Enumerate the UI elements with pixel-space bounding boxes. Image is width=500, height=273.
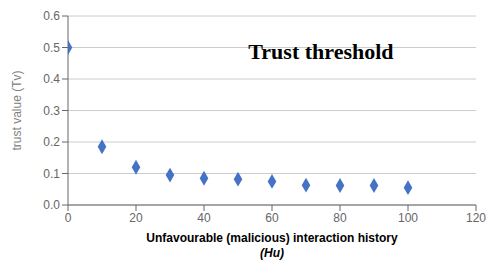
html-text:(Hu): (Hu) (260, 246, 284, 260)
svg-text:0.5: 0.5 (43, 41, 60, 55)
svg-text:60: 60 (265, 211, 279, 225)
svg-text:80: 80 (333, 211, 347, 225)
svg-text:0.1: 0.1 (43, 167, 60, 181)
svg-text:20: 20 (129, 211, 143, 225)
svg-text:0.6: 0.6 (43, 9, 60, 23)
svg-text:0.2: 0.2 (43, 135, 60, 149)
svg-text:0.4: 0.4 (43, 72, 60, 86)
svg-text:40: 40 (197, 211, 211, 225)
svg-text:0: 0 (65, 211, 72, 225)
svg-text:0.0: 0.0 (43, 198, 60, 212)
html-text:Unfavourable (malicious) inter: Unfavourable (malicious) interaction his… (146, 231, 398, 245)
svg-text:100: 100 (398, 211, 418, 225)
html-text:Trust threshold: Trust threshold (248, 38, 394, 64)
svg-text:120: 120 (466, 211, 486, 225)
svg-text:trust value (Tv): trust value (Tv) (10, 70, 24, 150)
svg-text:0.3: 0.3 (43, 104, 60, 118)
